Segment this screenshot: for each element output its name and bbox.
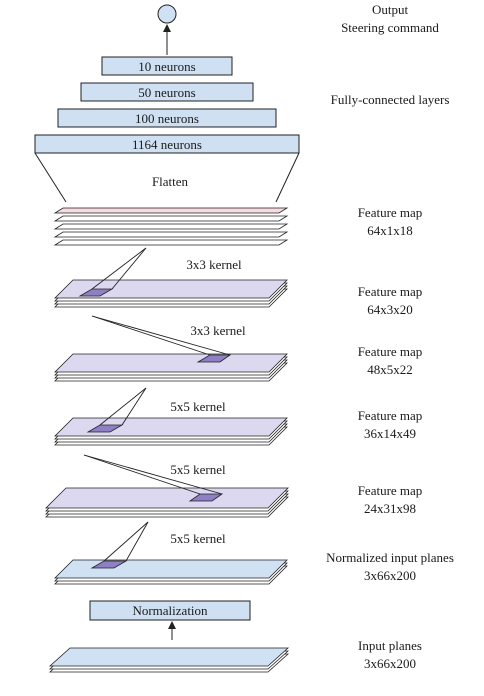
fc-layer-label: 50 neurons — [138, 85, 195, 100]
feature-map-title: Feature map — [358, 284, 423, 299]
flatten-line-left — [34, 152, 67, 203]
normalized-input-dims: 3x66x200 — [364, 568, 416, 583]
feature-map-title: Feature map — [358, 344, 423, 359]
flatten-label: Flatten — [152, 174, 189, 189]
feature-map-dims: 64x3x20 — [367, 302, 413, 317]
plane — [53, 231, 289, 238]
feature-map-title: Feature map — [358, 408, 423, 423]
plane — [45, 487, 289, 509]
kernel-label: 5x5 kernel — [170, 462, 226, 477]
flatten-line-right — [275, 152, 300, 203]
fc-layer-label: 1164 neurons — [132, 137, 202, 152]
kernel-line — [83, 454, 201, 495]
kernel-label: 3x3 kernel — [190, 323, 246, 338]
kernel-projections — [78, 247, 232, 569]
output-node — [157, 4, 177, 24]
fc-layer-100: 100 neurons — [57, 108, 277, 128]
kernel-label: 5x5 kernel — [170, 531, 226, 546]
kernel-line — [91, 315, 211, 356]
feature-map-stack-64x1x18 — [53, 207, 289, 246]
feature-map-title: Feature map — [358, 483, 423, 498]
plane — [53, 239, 289, 246]
fc-layer-50: 50 neurons — [80, 82, 254, 102]
normalization-box: Normalization — [89, 600, 251, 621]
input-planes-dims: 3x66x200 — [364, 656, 416, 671]
plane — [54, 279, 288, 299]
plane — [54, 559, 288, 579]
feature-map-dims: 48x5x22 — [367, 362, 413, 377]
feature-map-dims: 64x1x18 — [367, 223, 413, 238]
feature-map-stack-64x3x20 — [54, 279, 288, 308]
kernel-line — [121, 387, 147, 426]
input-planes-stack — [48, 647, 290, 673]
feature-map-stack-24x31x98 — [45, 487, 289, 518]
fully-connected-label: Fully-connected layers — [331, 92, 450, 107]
kernel-line — [83, 454, 223, 495]
kernel-line — [91, 247, 147, 290]
fc-layer-10: 10 neurons — [101, 56, 233, 76]
feature-map-title: Feature map — [358, 205, 423, 220]
normalization-label: Normalization — [132, 603, 208, 618]
output-title: Output — [372, 2, 409, 17]
kernel-label: 5x5 kernel — [170, 399, 226, 414]
feature-map-dims: 36x14x49 — [364, 426, 416, 441]
output-subtitle: Steering command — [341, 20, 439, 35]
input-planes-title: Input planes — [358, 638, 422, 653]
fc-layer-1164: 1164 neurons — [34, 134, 300, 154]
kernel-line — [103, 521, 149, 562]
kernel-label: 3x3 kernel — [186, 257, 242, 272]
plane — [53, 207, 289, 214]
kernel-line — [111, 247, 147, 290]
plane — [48, 647, 290, 667]
fc-layer-label: 10 neurons — [138, 59, 195, 74]
feature-map-stack-48x5x22 — [54, 353, 288, 382]
kernel-line — [125, 521, 149, 562]
feature-map-dims: 24x31x98 — [364, 501, 416, 516]
fc-layer-label: 100 neurons — [135, 111, 199, 126]
kernel-line — [99, 387, 147, 426]
plane — [54, 417, 288, 437]
kernel-line — [91, 315, 231, 356]
plane — [53, 215, 289, 222]
normalized-input-stack — [54, 559, 288, 585]
plane — [54, 353, 288, 373]
normalized-input-title: Normalized input planes — [326, 550, 454, 565]
plane — [53, 223, 289, 230]
